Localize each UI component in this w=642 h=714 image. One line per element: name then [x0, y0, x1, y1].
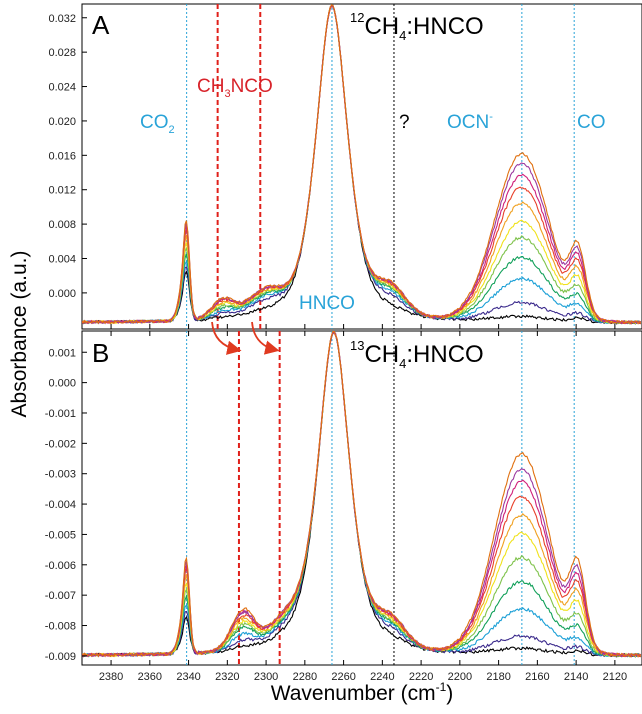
- y-tick-label: 0.028: [48, 47, 76, 59]
- co2-label: CO2: [140, 112, 175, 136]
- panel-a-y-ticks: 0.032 0.028 0.024 0.020 0.016 0.012 0.008 0.004…: [48, 13, 87, 300]
- y-tick-label: 0.012: [48, 185, 76, 197]
- ch3nco-label-b: NCO: [231, 76, 273, 97]
- unknown-label: ?: [399, 112, 410, 133]
- x-axis-title: Wavenumber (cm-1): [271, 680, 454, 705]
- spectrum-line-1: [82, 331, 641, 658]
- spectrum-line-8: [82, 331, 642, 658]
- panel-a-spectra: [82, 4, 642, 325]
- x-tick-label: 2180: [486, 671, 510, 683]
- panel-a-title-sup: 12: [350, 10, 364, 25]
- y-tick-label: 0.001: [48, 347, 76, 359]
- ocn-label-sup: -: [489, 111, 493, 123]
- y-tick-label: -0.004: [45, 499, 76, 511]
- shift-arrow-1: [211, 321, 242, 355]
- hnco-label: HNCO: [299, 293, 355, 314]
- x-tick-label: 2200: [448, 671, 472, 683]
- y-tick-label: 0.000: [48, 378, 76, 390]
- x-tick-label: 2320: [215, 671, 239, 683]
- y-tick-label: 0.032: [48, 13, 76, 25]
- panel-a-label: A: [92, 10, 110, 40]
- y-tick-label: -0.006: [45, 560, 76, 572]
- shift-arrow-2: [251, 321, 280, 355]
- x-tick-label: 2240: [370, 671, 394, 683]
- spectrum-line-2: [82, 331, 641, 658]
- co2-label-main: CO: [140, 112, 169, 133]
- x-ticks: 2380 2360 2340 2320 2300 2280 2260 2240 2220 2200…: [99, 324, 627, 683]
- panel-a-frame: [81, 3, 642, 330]
- x-tick-label: 2340: [176, 671, 200, 683]
- panel-a-marker-lines: [186, 4, 575, 329]
- x-tick-label: 2260: [331, 671, 355, 683]
- panel-b-title-sub: 4: [399, 356, 406, 371]
- panel-b-spectra: [82, 331, 642, 658]
- panel-b-title-sup: 13: [350, 338, 364, 353]
- x-axis-title-close: ): [446, 682, 453, 705]
- panel-a-title: 12CH4:HNCO: [350, 10, 484, 43]
- spectrum-line-6: [82, 331, 642, 658]
- spectrum-line-9: [82, 332, 642, 658]
- ocn-label: OCN-: [447, 111, 493, 133]
- spectrum-line-10: [82, 331, 642, 658]
- panel-b-title-main: CH: [364, 341, 399, 368]
- spectrum-line-0: [82, 331, 641, 658]
- spectrum-line-4: [82, 331, 642, 658]
- y-tick-label: 0.000: [48, 288, 76, 300]
- y-tick-label: -0.001: [45, 408, 76, 420]
- y-axis-title: Absorbance (a.u.): [8, 251, 31, 418]
- spectrum-line-5: [82, 331, 642, 658]
- co2-label-sub: 2: [169, 124, 175, 136]
- y-tick-label: 0.024: [48, 82, 76, 94]
- x-tick-label: 2300: [254, 671, 278, 683]
- ch3nco-label: CH3NCO: [197, 76, 273, 100]
- y-tick-label: -0.002: [45, 438, 76, 450]
- y-tick-label: -0.003: [45, 469, 76, 481]
- y-tick-label: -0.009: [45, 651, 76, 663]
- spectrum-line-7: [82, 331, 641, 658]
- x-axis-title-sup: -1: [436, 680, 447, 694]
- co-label: CO: [577, 112, 606, 133]
- x-tick-label: 2140: [564, 671, 588, 683]
- y-tick-label: 0.008: [48, 219, 76, 231]
- y-tick-label: 0.004: [48, 253, 76, 265]
- spectrum-line-3: [82, 331, 642, 658]
- y-tick-label: -0.008: [45, 621, 76, 633]
- y-tick-label: -0.005: [45, 529, 76, 541]
- panel-a-title-sub: 4: [399, 28, 406, 43]
- panel-b-title-end: :HNCO: [406, 341, 483, 368]
- x-tick-label: 2120: [603, 671, 627, 683]
- spectrum-line-10: [82, 4, 642, 325]
- x-tick-label: 2220: [409, 671, 433, 683]
- x-axis-title-main: Wavenumber (cm: [271, 682, 436, 705]
- ocn-label-main: OCN: [447, 112, 489, 133]
- y-tick-label: 0.020: [48, 116, 76, 128]
- x-tick-label: 2360: [138, 671, 162, 683]
- y-tick-label: 0.016: [48, 150, 76, 162]
- panel-b-y-ticks: 0.001 0.000 -0.001 -0.002 -0.003 -0.004 -0.005…: [45, 347, 87, 663]
- x-tick-label: 2160: [525, 671, 549, 683]
- panel-a-title-end: :HNCO: [406, 13, 483, 40]
- y-tick-label: -0.007: [45, 590, 76, 602]
- spectrum-line-5: [82, 4, 642, 325]
- panel-b-label: B: [92, 338, 109, 368]
- panel-b-title: 13CH4:HNCO: [350, 338, 484, 371]
- x-tick-label: 2280: [293, 671, 317, 683]
- panel-b-frame: [81, 330, 642, 666]
- x-tick-label: 2380: [99, 671, 123, 683]
- panel-a-title-main: CH: [364, 13, 399, 40]
- ch3nco-label-sub: 3: [224, 88, 230, 100]
- ch3nco-label-a: CH: [197, 76, 224, 97]
